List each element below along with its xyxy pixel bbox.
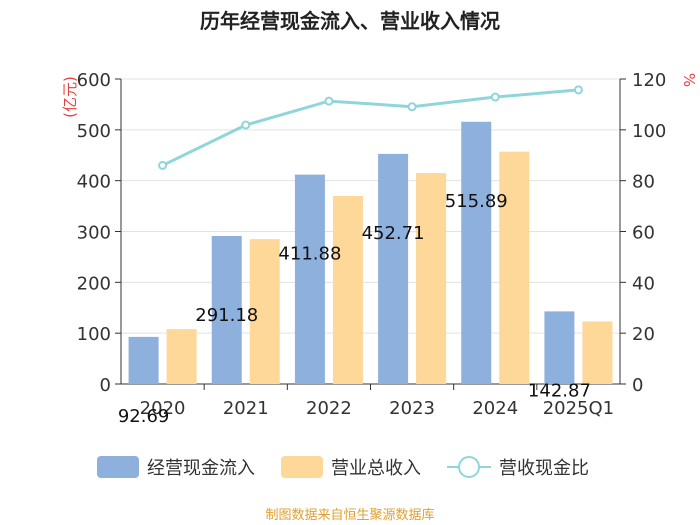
legend-swatch-cash-inflow — [97, 456, 139, 478]
bar-revenue — [332, 195, 363, 384]
legend: 经营现金流入 营业总收入 营收现金比 — [97, 456, 589, 479]
y-left-tick-label: 300 — [77, 223, 111, 244]
y-right-tick-label: 40 — [632, 273, 655, 294]
data-label-cash-inflow: 142.87 — [528, 380, 591, 401]
y-right-tick-label: 20 — [632, 324, 655, 345]
source-note: 制图数据来自恒生聚源数据库 — [265, 507, 434, 523]
y-left-tick-label: 600 — [77, 70, 111, 91]
bar-revenue — [166, 329, 197, 384]
y-left-tick-label: 0 — [100, 375, 111, 396]
grid-lines — [121, 78, 620, 334]
bar-revenue — [499, 151, 530, 384]
x-tick-label: 2024 — [472, 398, 518, 419]
legend-label: 经营现金流入 — [147, 458, 255, 479]
legend-label: 营业总收入 — [331, 458, 421, 479]
bar-cash-inflow — [294, 174, 325, 384]
bar-cash-inflow — [461, 121, 492, 384]
y-left-axis-label: (亿元) — [61, 76, 79, 118]
data-label-cash-inflow: 291.18 — [195, 305, 258, 326]
bar-revenue — [416, 173, 447, 384]
y-right-tick-label: 100 — [632, 121, 666, 142]
y-left-tick-label: 500 — [77, 121, 111, 142]
data-labels: 92.69 291.18 411.88 452.71 515.89 142.87 — [118, 191, 591, 427]
line-point — [490, 92, 500, 102]
y-left-tick-label: 100 — [77, 324, 111, 345]
line-point — [573, 85, 583, 95]
y-right-tick-label: 80 — [632, 172, 655, 193]
bar-cash-inflow — [128, 336, 159, 384]
legend-swatch-marker — [458, 456, 480, 478]
data-label-cash-inflow: 92.69 — [118, 406, 170, 427]
y-right-tick-label: 0 — [632, 375, 643, 396]
line-point — [241, 120, 251, 130]
chart-title: 历年经营现金流入、营业收入情况 — [200, 9, 500, 33]
x-tick-label: 2021 — [223, 398, 269, 419]
x-tick-label: 2022 — [306, 398, 352, 419]
bar-revenue — [582, 321, 613, 384]
data-label-cash-inflow: 515.89 — [445, 191, 508, 212]
bar-cash-inflow — [211, 235, 242, 384]
y-right-axis-label: % — [680, 73, 698, 87]
bar-cash-inflow — [378, 153, 409, 384]
line-point — [324, 96, 334, 106]
y-right-tick-label: 60 — [632, 223, 655, 244]
data-label-cash-inflow: 411.88 — [278, 244, 341, 265]
y-left-tick-label: 200 — [77, 273, 111, 294]
axes: 0 100 200 300 400 500 600 0 20 40 60 80 100 120 (亿元) % 2… — [61, 70, 698, 419]
bar-series — [128, 121, 613, 384]
line-cash-ratio — [161, 88, 579, 167]
legend-label: 营收现金比 — [499, 458, 589, 479]
data-label-cash-inflow: 452.71 — [362, 223, 425, 244]
line-point — [158, 160, 168, 170]
y-right-tick-label: 120 — [632, 70, 666, 91]
legend-swatch-revenue — [281, 456, 323, 478]
bar-revenue — [249, 239, 280, 384]
bar-cash-inflow — [544, 311, 575, 384]
x-tick-label: 2025Q1 — [543, 398, 614, 419]
x-tick-label: 2020 — [140, 398, 186, 419]
line-series — [158, 85, 583, 170]
x-tick-label: 2023 — [389, 398, 435, 419]
y-left-tick-label: 400 — [77, 172, 111, 193]
line-point — [407, 102, 417, 112]
